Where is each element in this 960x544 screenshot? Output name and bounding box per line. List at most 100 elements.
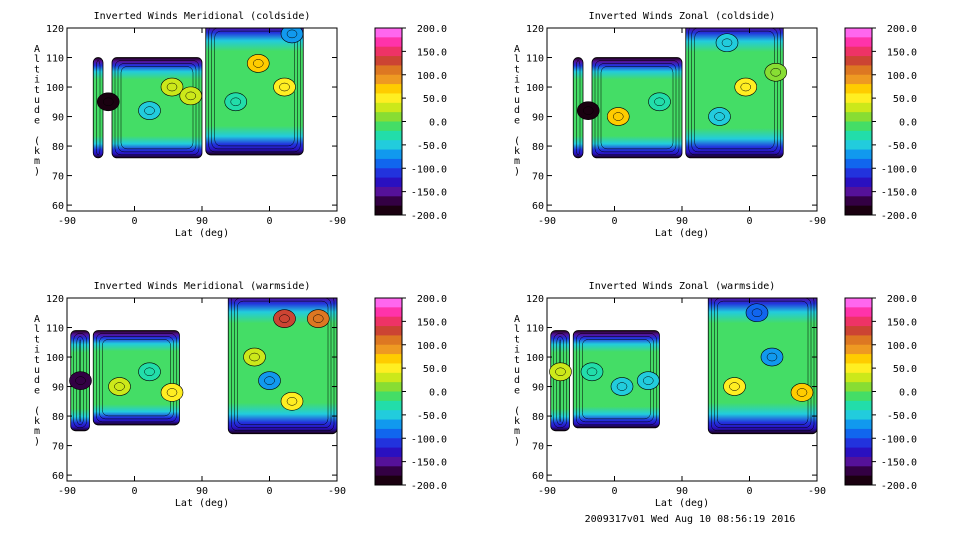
data-cell [734,77,758,97]
colorbar-swatch [375,298,402,308]
colorbar-swatch [375,149,402,160]
contour-line [286,29,298,39]
contour-line [144,106,155,115]
y-tick-label: 70 [532,442,544,453]
colorbar-tick-label: 150.0 [887,47,917,58]
colorbar-swatch [375,447,402,458]
contour-line [103,97,114,107]
colorbar-swatch [375,130,402,141]
colorbar-swatch [375,158,402,169]
data-cell [723,377,746,396]
data-cell [138,101,161,120]
y-tick-label: 80 [532,142,544,153]
y-tick-label: 90 [532,113,544,124]
colorbar-tick-label: -150.0 [411,188,447,199]
colorbar-tick-label: 50.0 [893,94,917,105]
y-tick-label: 90 [52,113,64,124]
colorbar-swatch [845,158,872,169]
colorbar-swatch [375,466,402,477]
data-cell [306,309,330,328]
data-cell [280,392,304,411]
colorbar-swatch [375,56,402,66]
data-cell [243,347,266,367]
colorbar-swatch [845,447,872,458]
colorbar: 200.0 150.0 100.0 50.0 0.0 -50.0 -100.0 -150.0 -… [844,294,917,492]
colorbar-tick-label: -100.0 [881,434,917,445]
contour-line [114,382,125,391]
contour-line [717,300,809,426]
colorbar-swatch [845,298,872,308]
colorbar-tick-label: 200.0 [417,24,447,35]
colorbar-swatch [845,56,872,66]
contour-line [729,382,740,391]
y-tick-label: 70 [52,172,64,183]
colorbar-tick-label: 200.0 [887,294,917,305]
colorbar-swatch [375,428,402,439]
colorbar-swatch [845,307,872,318]
y-tick-label: 80 [532,412,544,423]
y-tick-label: 60 [52,471,64,482]
data-cell [580,362,604,382]
data-cell [790,383,814,402]
contour-line [99,336,174,420]
x-axis-label: Lat (deg) [175,228,229,239]
contour-line [643,376,654,385]
colorbar-tick-label: 100.0 [417,341,447,352]
colorbar-swatch [845,316,872,327]
contour-line [600,66,674,150]
chart-panel: Inverted Winds Meridional (coldside) 60 70… [34,11,447,239]
colorbar-swatch [375,121,402,132]
contour-line [766,352,778,362]
colorbar-swatch [375,475,402,486]
contour-line [770,68,781,77]
colorbar-swatch [375,354,402,364]
colorbar-swatch [845,391,872,402]
colorbar-tick-label: -50.0 [887,141,917,152]
y-tick-label: 90 [532,383,544,394]
chart-title: Inverted Winds Meridional (coldside) [94,11,311,22]
colorbar-swatch [845,372,872,383]
colorbar-tick-label: 100.0 [887,341,917,352]
data-segment [92,330,180,426]
colorbar-swatch [845,112,872,122]
colorbar-tick-label: 150.0 [887,317,917,328]
chart-panel: Inverted Winds Zonal (warmside) 60 70 80 90 1… [514,281,917,509]
colorbar-swatch [845,130,872,141]
contour-line [96,333,177,423]
colorbar-tick-label: 0.0 [899,388,917,399]
data-cell [160,383,184,402]
contour-line [654,97,665,107]
colorbar-swatch [375,186,402,197]
x-tick-label: -90 [328,486,346,497]
colorbar-swatch [375,112,402,122]
data-cell [549,362,572,382]
contour-line [286,397,298,406]
contour-line [230,97,241,107]
colorbar-swatch [845,28,872,38]
colorbar-swatch [375,344,402,355]
colorbar-swatch [845,419,872,430]
colorbar-tick-label: -50.0 [417,141,447,152]
colorbar-swatch [845,140,872,151]
x-tick-label: 90 [676,486,688,497]
colorbar-swatch [845,466,872,477]
data-cell [648,92,671,112]
data-cell [108,377,131,396]
data-area [92,28,304,159]
contour-line [313,314,324,323]
contour-line [583,106,594,115]
data-cell [715,33,739,53]
y-tick-label: 70 [532,172,544,183]
colorbar-swatch [375,140,402,151]
colorbar-tick-label: 0.0 [429,388,447,399]
contour-line [740,82,751,92]
data-cell [764,62,788,82]
contour-line [185,91,196,101]
colorbar-swatch [375,438,402,449]
colorbar-swatch [375,28,402,38]
data-segment [707,298,817,435]
